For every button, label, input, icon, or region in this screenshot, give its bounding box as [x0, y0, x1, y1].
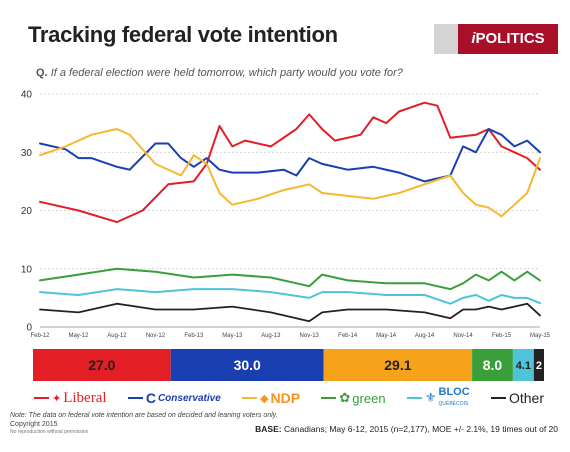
x-tick-label: Nov-13 — [300, 333, 320, 339]
x-tick-label: Feb-14 — [338, 333, 358, 339]
y-tick-label: 30 — [21, 148, 33, 159]
legend-swatch-liberal — [34, 397, 49, 399]
series-line-ndp — [39, 128, 541, 218]
summary-label-other: 2 — [536, 360, 542, 372]
summary-label-ndp: 29.1 — [384, 357, 411, 373]
summary-label-bloc: 4.1 — [516, 360, 531, 372]
data-note: Note: The data on federal vote intention… — [10, 412, 278, 419]
summary-segment-ndp — [323, 349, 473, 381]
legend-label-ndp: NDP — [270, 390, 301, 406]
legend-swatch-ndp — [242, 397, 258, 399]
legend-item-green: ✿ green — [321, 390, 386, 406]
summary-segment-green — [472, 349, 513, 381]
copyright: Copyright 2015 — [10, 421, 58, 428]
bloc-fleur-icon: ⚜ — [424, 390, 437, 405]
base-text: Canadians; May 6-12, 2015 (n=2,177), MOE… — [283, 424, 558, 434]
legend-label-other: Other — [508, 390, 544, 406]
legend-label-green: green — [352, 390, 386, 406]
legend-item-liberal: ✦ Liberal — [34, 390, 107, 407]
y-tick-label: 10 — [21, 264, 33, 275]
x-tick-label: Nov-12 — [146, 333, 166, 339]
x-tick-label: Feb-12 — [30, 333, 50, 339]
summary-segment-liberal — [33, 349, 171, 381]
legend-label-liberal: Liberal — [63, 389, 107, 406]
logo-wordmark: iPOLITICS — [458, 24, 558, 54]
survey-question: Q. If a federal election were held tomor… — [36, 67, 403, 79]
bloc-sub: QUÉBÉCOIS — [438, 401, 469, 407]
legend-label-bloc: BLOC QUÉBÉCOIS — [439, 387, 470, 409]
x-tick-label: Aug-14 — [415, 333, 435, 339]
ndp-leaf-icon: ◆ — [260, 392, 269, 405]
x-tick-label: Aug-13 — [261, 333, 281, 339]
x-tick-label: May-12 — [68, 333, 89, 339]
summary-label-conservative: 30.0 — [234, 357, 261, 373]
series-line-liberal — [39, 101, 541, 224]
logo-image-icon — [434, 24, 458, 54]
logo-prefix: i — [471, 30, 476, 47]
legend-swatch-bloc — [406, 397, 422, 399]
x-tick-label: Feb-15 — [492, 333, 512, 339]
summary-segment-conservative — [170, 349, 324, 381]
bloc-name: BLOC — [438, 386, 470, 398]
series-line-conservative — [39, 128, 541, 183]
legend-swatch-other — [490, 397, 506, 399]
legend-label-conservative: Conservative — [157, 392, 221, 404]
summary-segment-other — [533, 349, 544, 381]
base-note: BASE: Canadians; May 6-12, 2015 (n=2,177… — [255, 424, 558, 434]
base-label: BASE: — [255, 424, 282, 434]
x-tick-label: Nov-14 — [453, 333, 473, 339]
x-tick-label: Aug-12 — [107, 333, 127, 339]
maple-leaf-icon: ✦ — [52, 392, 62, 405]
green-flower-icon: ✿ — [339, 390, 351, 405]
legend-item-bloc: ⚜ BLOC QUÉBÉCOIS — [406, 387, 470, 409]
summary-label-green: 8.0 — [483, 357, 503, 373]
series-line-bloc — [39, 288, 541, 305]
legend-swatch-green — [321, 397, 337, 399]
summary-label-liberal: 27.0 — [88, 357, 115, 373]
y-tick-label: 0 — [26, 323, 32, 334]
y-tick-label: 20 — [21, 206, 33, 217]
conservative-c-icon: C — [145, 390, 156, 406]
y-tick-label: 40 — [21, 90, 33, 101]
x-tick-label: Feb-13 — [184, 333, 204, 339]
summary-segment-bloc — [512, 349, 534, 381]
legend-item-ndp: ◆ NDP — [242, 390, 300, 406]
question-label: Q. — [36, 67, 48, 79]
x-tick-label: May-14 — [376, 333, 397, 339]
series-line-other — [39, 302, 541, 323]
legend: ✦ Liberal C Conservative ◆ NDP ✿ green ⚜… — [34, 387, 544, 409]
x-tick-label: May-15 — [530, 333, 551, 339]
legend-item-conservative: C Conservative — [127, 390, 221, 406]
x-tick-label: May-13 — [222, 333, 243, 339]
series-line-green — [39, 267, 541, 291]
legend-item-other: Other — [490, 390, 544, 406]
logo-name: POLITICS — [475, 30, 545, 47]
legend-swatch-conservative — [127, 397, 143, 399]
page-title: Tracking federal vote intention — [28, 22, 338, 47]
question-text: If a federal election were held tomorrow… — [50, 67, 403, 79]
ipolitics-logo: iPOLITICS — [434, 24, 558, 54]
no-reproduction-note: No reproduction without permission — [10, 429, 89, 435]
